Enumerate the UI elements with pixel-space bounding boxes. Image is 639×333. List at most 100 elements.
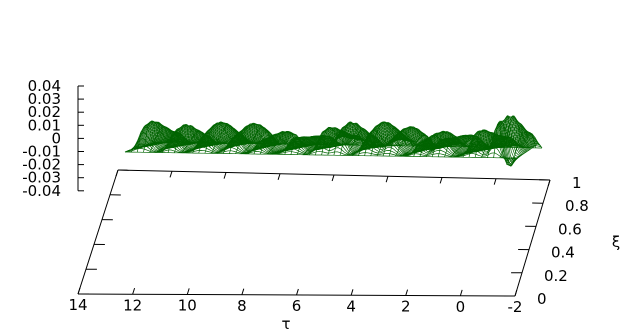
surface-line-tau bbox=[161, 140, 193, 153]
surface-line-tau bbox=[143, 120, 174, 153]
surface-line-tau bbox=[296, 135, 328, 155]
z-tick-label: -0.04 bbox=[22, 182, 61, 200]
x-tick-mark bbox=[186, 288, 190, 295]
surface-line-tau bbox=[407, 143, 438, 157]
surface-line-tau bbox=[401, 134, 432, 157]
x-tick-mark bbox=[350, 289, 354, 296]
x-tick-label: 12 bbox=[123, 296, 142, 314]
surface-line-tau bbox=[198, 132, 229, 154]
surface-line-tau bbox=[229, 133, 260, 154]
surface-line-tau bbox=[186, 138, 217, 154]
x-tick-mark bbox=[514, 290, 518, 297]
surface-line-tau bbox=[505, 131, 537, 167]
z-tick-label: 0 bbox=[51, 129, 61, 147]
x-tick-mark-back bbox=[493, 178, 497, 185]
surface-line-tau bbox=[259, 134, 291, 155]
surface-line-tau bbox=[462, 146, 493, 158]
z-axis-ticks: 0.040.030.020.010-0.01-0.02-0.03-0.04 bbox=[22, 77, 84, 200]
surface-line-tau bbox=[474, 129, 506, 158]
z-tick-label: -0.01 bbox=[22, 143, 61, 161]
x-tick-label: 4 bbox=[346, 297, 356, 315]
surface-line-tau bbox=[210, 124, 242, 154]
surface-line-tau bbox=[339, 121, 371, 156]
x-tick-label: 10 bbox=[178, 297, 197, 315]
x-tick-label: 14 bbox=[68, 296, 87, 314]
x-tick-mark-back bbox=[277, 173, 281, 180]
surface-line-tau bbox=[180, 130, 211, 154]
surface-line-tau bbox=[499, 115, 530, 158]
surface-line-tau bbox=[235, 123, 266, 154]
surface-line-tau bbox=[352, 139, 383, 156]
surface-line-tau bbox=[431, 138, 463, 157]
surface-line-tau bbox=[333, 133, 365, 156]
y-tick-label: 0.4 bbox=[551, 244, 575, 262]
z-tick-label: 0.04 bbox=[28, 77, 61, 95]
x-tick-label: 8 bbox=[237, 297, 247, 315]
surface-line-xi bbox=[125, 151, 512, 159]
z-tick-label: 0.01 bbox=[28, 116, 61, 134]
surface-line-tau bbox=[321, 126, 352, 156]
surface-line-tau bbox=[327, 130, 358, 156]
surface-line-tau bbox=[278, 143, 309, 155]
surface-line-tau bbox=[419, 134, 450, 157]
x-tick-mark-back bbox=[223, 172, 227, 179]
x-axis-label: τ bbox=[281, 315, 290, 333]
x-tick-mark bbox=[405, 289, 409, 296]
surface-line-tau bbox=[241, 126, 273, 155]
x-tick-mark-back bbox=[439, 177, 443, 184]
surface-line-tau bbox=[309, 140, 340, 156]
x-tick-label: 2 bbox=[401, 298, 411, 316]
surface-line-tau bbox=[370, 121, 401, 156]
surface-line-tau bbox=[450, 135, 481, 158]
z-tick-label: 0.02 bbox=[28, 103, 61, 121]
surface-line-tau bbox=[204, 122, 235, 154]
surface-line-tau bbox=[345, 128, 377, 156]
surface-wireframe bbox=[124, 114, 543, 167]
surface-line-tau bbox=[376, 127, 408, 157]
z-tick-label: 0.03 bbox=[28, 90, 61, 108]
surface-line-tau bbox=[487, 139, 518, 158]
x-tick-mark-back bbox=[331, 174, 335, 182]
y-tick-label: 0 bbox=[537, 290, 547, 308]
surface-line-tau bbox=[493, 121, 524, 158]
surface-line-tau bbox=[216, 134, 248, 154]
surface-line-tau bbox=[253, 142, 284, 155]
surface-line-tau bbox=[266, 130, 297, 155]
y-axis-label: ξ bbox=[612, 233, 620, 251]
surface-line-tau bbox=[136, 131, 168, 153]
x-tick-mark-back bbox=[547, 179, 551, 186]
x-tick-mark bbox=[241, 288, 245, 295]
x-tick-mark bbox=[132, 287, 136, 295]
x-tick-mark-back bbox=[115, 169, 119, 177]
x-tick-mark bbox=[296, 288, 299, 296]
y-tick-label: 1 bbox=[572, 174, 582, 192]
x-tick-mark-back bbox=[385, 176, 389, 183]
surface-line-tau bbox=[192, 142, 223, 154]
x-tick-mark-back bbox=[169, 171, 173, 178]
z-tick-label: -0.03 bbox=[22, 169, 61, 187]
surface-line-tau bbox=[173, 124, 205, 153]
y-axis-ticks: 0 0.2 0.4 0.6 0.8 1 bbox=[77, 169, 589, 308]
x-axis-ticks: 14 12 10 8 6 4 2 0 -2 bbox=[68, 169, 551, 316]
surface-line-tau bbox=[388, 130, 420, 157]
x-tick-label: 6 bbox=[292, 297, 302, 315]
surface-line-tau bbox=[364, 129, 395, 156]
surface-line-tau bbox=[468, 136, 500, 158]
y-tick-label: 0.8 bbox=[565, 197, 589, 215]
x-tick-label: 0 bbox=[456, 298, 466, 316]
frame-right-edge bbox=[514, 179, 551, 297]
surface-line-tau bbox=[456, 141, 487, 158]
z-tick-label: -0.02 bbox=[22, 156, 61, 174]
x-tick-label: -2 bbox=[508, 298, 523, 316]
plot-frame bbox=[77, 169, 551, 297]
frame-left-edge bbox=[77, 169, 119, 295]
surface-line-tau bbox=[382, 138, 414, 157]
surface-line-xi bbox=[125, 148, 513, 159]
surface-line-tau bbox=[425, 131, 457, 157]
x-tick-mark bbox=[77, 287, 81, 295]
x-tick-mark bbox=[459, 289, 463, 296]
surface-line-tau bbox=[149, 126, 180, 153]
surface-line-tau bbox=[413, 144, 444, 157]
surface-line-tau bbox=[511, 142, 543, 159]
